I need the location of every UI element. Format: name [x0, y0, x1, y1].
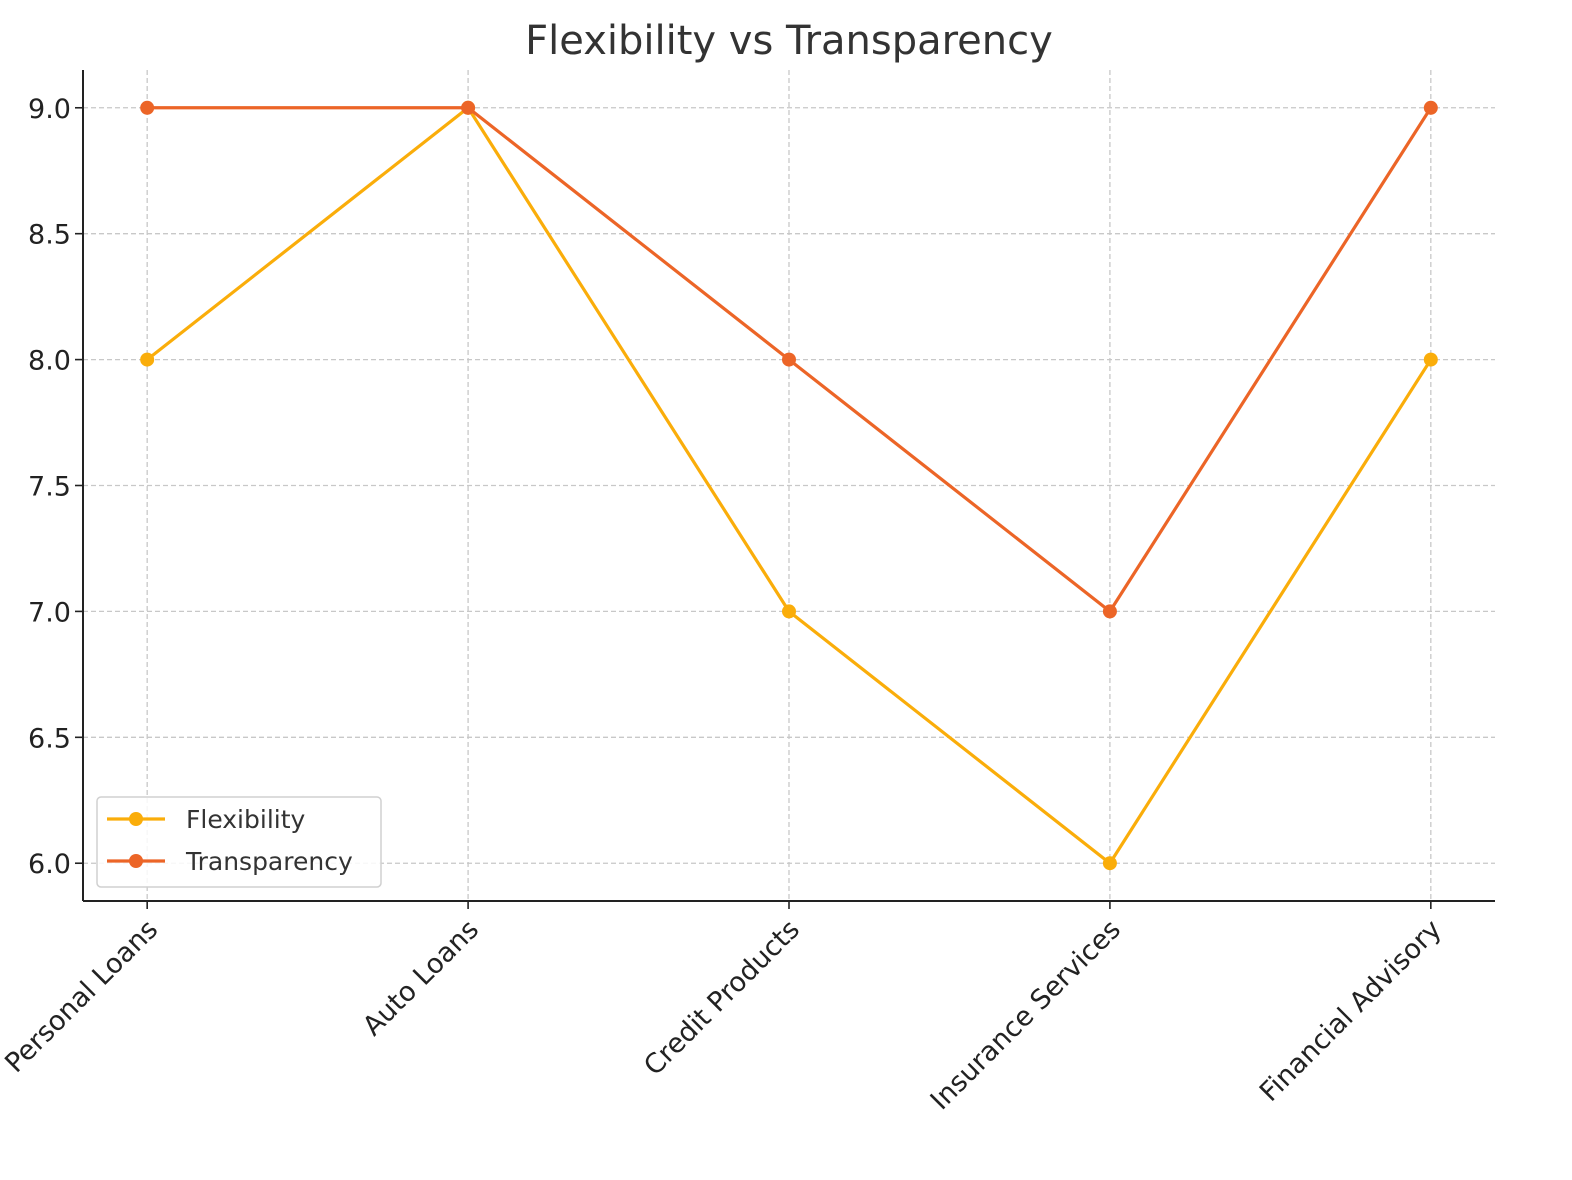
chart-title: Flexibility vs Transparency [525, 18, 1053, 64]
data-point-flexibility [1423, 352, 1438, 367]
legend-label: Flexibility [186, 805, 306, 834]
x-tick-label: Auto Loans [357, 914, 485, 1042]
data-point-flexibility [140, 352, 155, 367]
y-tick-label: 8.0 [28, 346, 71, 377]
data-point-transparency [140, 100, 155, 115]
axes: 6.0 6.5 7.0 7.5 8.0 8.5 9.0 Personal Loans Auto … [0, 70, 1495, 1116]
y-tick-label: 8.5 [28, 220, 71, 251]
x-tick-label: Credit Products [638, 914, 806, 1082]
data-point-transparency [1423, 100, 1438, 115]
x-tick-label: Financial Advisory [1254, 914, 1448, 1108]
data-point-transparency [1102, 604, 1117, 619]
legend-marker [129, 812, 143, 826]
grid [83, 70, 1495, 901]
data-point-flexibility [1102, 856, 1117, 871]
y-tick-label: 9.0 [28, 94, 71, 125]
series-layer [140, 100, 1438, 871]
y-tick-label: 7.5 [28, 472, 71, 503]
y-tick-label: 6.0 [28, 849, 71, 880]
legend-marker [129, 854, 143, 868]
data-point-transparency [782, 352, 796, 367]
x-tick-label: Personal Loans [0, 914, 164, 1079]
legend: Flexibility Transparency [96, 796, 382, 888]
data-point-flexibility [782, 604, 796, 619]
legend-box [96, 796, 382, 888]
x-tick-label: Insurance Services [925, 914, 1127, 1116]
legend-label: Transparency [185, 847, 353, 876]
data-point-transparency [461, 100, 476, 115]
y-tick-label: 7.0 [28, 597, 71, 628]
y-tick-label: 6.5 [28, 723, 71, 754]
